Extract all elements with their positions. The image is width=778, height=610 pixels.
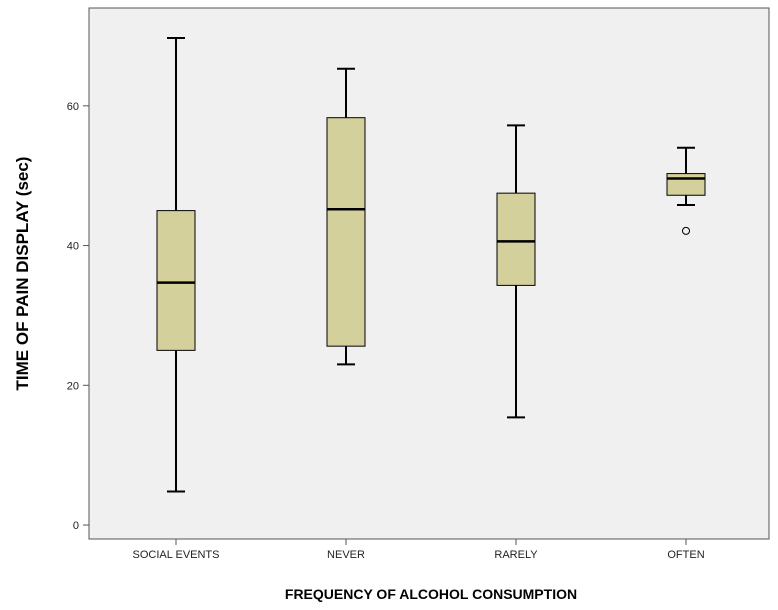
- box-social-events: [156, 37, 196, 493]
- x-tick-label: OFTEN: [667, 549, 704, 561]
- iqr-box: [496, 192, 536, 286]
- box-rarely: [496, 124, 536, 419]
- iqr-box: [156, 210, 196, 351]
- x-tick-label: NEVER: [327, 549, 365, 561]
- y-tick-label: 40: [67, 241, 79, 253]
- x-axis: SOCIAL EVENTS NEVER RARELY OFTEN: [132, 539, 705, 561]
- x-axis-label: FREQUENCY OF ALCOHOL CONSUMPTION: [285, 586, 577, 602]
- y-axis: 0 20 40 60: [67, 101, 89, 532]
- plot-area: [88, 7, 770, 540]
- y-axis-label: TIME OF PAIN DISPLAY (sec): [13, 157, 32, 391]
- iqr-box: [326, 117, 366, 347]
- y-tick-label: 0: [73, 520, 79, 532]
- y-tick-label: 60: [67, 101, 79, 113]
- x-tick-label: RARELY: [494, 549, 538, 561]
- boxes-group: [156, 37, 706, 493]
- outlier-point: [682, 226, 690, 235]
- box-often: [666, 146, 706, 235]
- x-tick-label: SOCIAL EVENTS: [132, 549, 219, 561]
- iqr-box: [666, 173, 706, 196]
- box-never: [326, 67, 366, 366]
- y-tick-label: 20: [67, 380, 79, 392]
